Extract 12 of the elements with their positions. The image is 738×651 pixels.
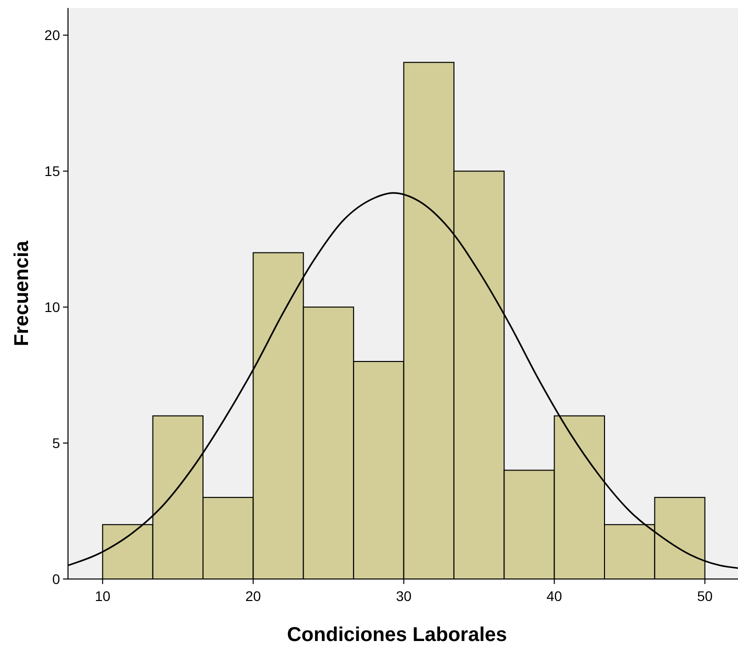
y-tick-label: 0 xyxy=(52,570,60,587)
y-tick-label: 20 xyxy=(44,27,60,44)
x-axis-title: Condiciones Laborales xyxy=(286,624,508,646)
x-tick-label: 30 xyxy=(396,588,412,604)
x-tick-label: 20 xyxy=(245,588,262,604)
y-tick-label: 15 xyxy=(44,163,60,180)
y-tick-label: 5 xyxy=(52,434,60,451)
x-tick-label: 10 xyxy=(94,588,111,604)
x-tick-label: 50 xyxy=(697,588,713,604)
x-tick-label: 40 xyxy=(546,588,562,604)
y-axis-title: Frecuencia xyxy=(11,240,33,346)
y-tick-label: 10 xyxy=(44,298,60,315)
